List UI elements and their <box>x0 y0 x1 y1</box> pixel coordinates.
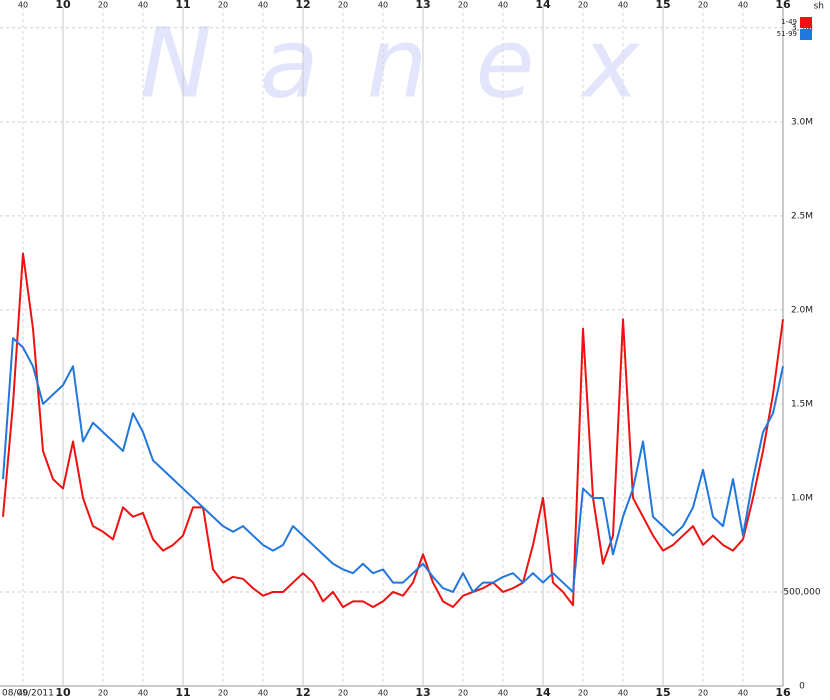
x-tick-label: 20 <box>458 689 468 698</box>
x-tick-label: 40 <box>138 1 148 10</box>
x-tick-label: 20 <box>578 1 588 10</box>
x-tick-label: 40 <box>738 1 748 10</box>
x-tick-label: 40 <box>738 689 748 698</box>
x-tick-label: 40 <box>18 689 28 698</box>
x-tick-label: 40 <box>618 689 628 698</box>
x-tick-label: 11 <box>175 686 190 699</box>
x-tick-label: 13 <box>415 686 430 699</box>
y-tick-label: 1.5M <box>791 399 813 409</box>
x-tick-label: 40 <box>378 689 388 698</box>
x-tick-label: 14 <box>535 0 551 11</box>
x-tick-label: 16 <box>775 0 791 11</box>
x-tick-label: 40 <box>378 1 388 10</box>
x-tick-label: 20 <box>698 689 708 698</box>
x-tick-label: 12 <box>295 0 310 11</box>
legend-swatch <box>800 17 812 28</box>
x-tick-label: 20 <box>218 1 228 10</box>
x-tick-label: 13 <box>415 0 430 11</box>
line-series <box>2 337 784 593</box>
line-series <box>2 252 784 609</box>
x-tick-label: 20 <box>698 1 708 10</box>
y-tick-label: 500,000 <box>783 587 820 597</box>
x-tick-label: 40 <box>498 689 508 698</box>
x-tick-label: 11 <box>175 0 190 11</box>
x-tick-label: 40 <box>258 689 268 698</box>
date-label: 08/09/2011 <box>2 689 54 699</box>
y-tick-label: 1.0M <box>791 493 813 503</box>
legend-label: 51-99 <box>777 30 797 38</box>
x-tick-label: 20 <box>98 1 108 10</box>
x-tick-label: 20 <box>338 689 348 698</box>
x-tick-label: 40 <box>498 1 508 10</box>
x-tick-label: 12 <box>295 686 310 699</box>
x-tick-label: 20 <box>578 689 588 698</box>
legend-label: 1-49 <box>781 18 797 26</box>
x-tick-label: 20 <box>98 689 108 698</box>
x-tick-label: 14 <box>535 686 551 699</box>
legend-swatch <box>800 29 812 40</box>
x-tick-label: 15 <box>655 0 670 11</box>
x-tick-label: 10 <box>55 0 71 11</box>
x-tick-label: 20 <box>338 1 348 10</box>
x-tick-label: 40 <box>138 689 148 698</box>
x-tick-label: 20 <box>458 1 468 10</box>
watermark: Nanex <box>140 7 687 119</box>
y-tick-label: 3.5M <box>791 23 813 33</box>
x-tick-label: 15 <box>655 686 670 699</box>
x-tick-label: 20 <box>218 689 228 698</box>
y-tick-label: 3.0M <box>791 117 813 127</box>
y-tick-label: 2.0M <box>791 305 813 315</box>
x-tick-label: 16 <box>775 686 791 699</box>
x-tick-label: 10 <box>55 686 71 699</box>
x-tick-label: 40 <box>618 1 628 10</box>
y-unit: sh <box>814 2 824 12</box>
x-tick-label: 40 <box>18 1 28 10</box>
x-tick-label: 40 <box>258 1 268 10</box>
y-tick-label: 0 <box>799 682 805 692</box>
y-tick-label: 2.5M <box>791 211 813 221</box>
